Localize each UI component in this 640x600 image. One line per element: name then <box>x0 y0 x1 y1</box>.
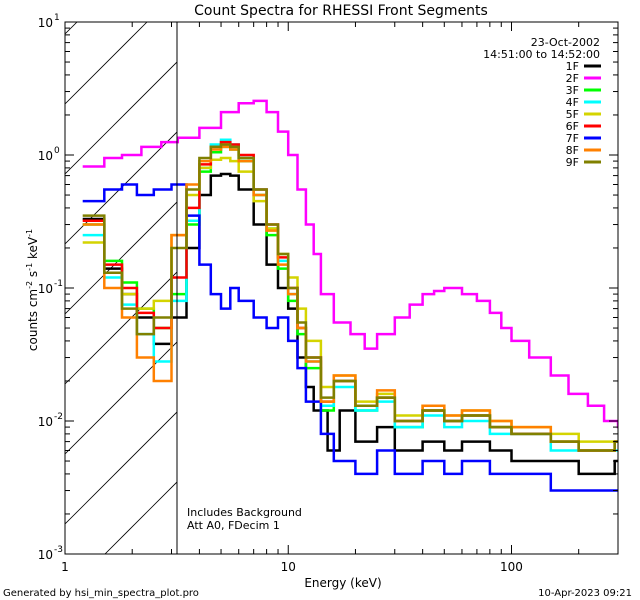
y-tick-label: 10 <box>38 415 53 429</box>
series-line-9F <box>82 143 618 452</box>
y-axis-label-part: counts cm <box>26 289 40 351</box>
y-axis-label-sup: -1 <box>25 229 34 237</box>
background-annotation: Includes Background <box>187 506 302 519</box>
y-tick-exponent: -1 <box>54 279 63 289</box>
x-tick-label: 1 <box>61 560 69 574</box>
hatch-line <box>65 341 177 455</box>
chart-title: Count Spectra for RHESSI Front Segments <box>194 3 488 19</box>
series-line-8F <box>82 145 618 452</box>
series-line-5F <box>82 156 618 443</box>
x-tick-label: 100 <box>500 560 523 574</box>
time-range-label: 14:51:00 to 14:52:00 <box>483 48 600 61</box>
hatch-line <box>65 271 177 385</box>
y-tick-label: 10 <box>38 149 53 163</box>
y-axis-label-part: s <box>26 271 40 281</box>
legend-label: 1F <box>566 60 579 73</box>
y-tick-label: 10 <box>38 548 53 562</box>
x-tick-label: 10 <box>281 560 296 574</box>
y-axis-label-sup: -2 <box>25 281 34 289</box>
hatch-line <box>65 201 177 315</box>
hatched-background-region <box>65 22 177 554</box>
hatch-line <box>65 411 177 525</box>
y-axis-label-part: keV <box>26 236 40 263</box>
legend-label: 7F <box>566 132 579 145</box>
hatch-line <box>65 22 148 105</box>
legend-label: 6F <box>566 120 579 133</box>
x-axis-label: Energy (keV) <box>304 576 381 590</box>
attenuator-annotation: Att A0, FDecim 1 <box>187 519 280 532</box>
footer-timestamp: 10-Apr-2023 09:21 <box>538 588 632 599</box>
y-tick-exponent: -2 <box>54 412 63 422</box>
legend-label: 3F <box>566 84 579 97</box>
y-tick-exponent: 0 <box>54 146 60 156</box>
legend-label: 5F <box>566 108 579 121</box>
date-label: 23-Oct-2002 <box>531 36 600 49</box>
series-line-3F <box>82 145 618 452</box>
y-tick-label: 10 <box>38 282 53 296</box>
y-axis-label-sup: -1 <box>25 263 34 271</box>
y-axis-label: counts cm-2 s-1 keV-1 <box>25 229 40 351</box>
hatch-line <box>65 61 177 175</box>
y-tick-exponent: 1 <box>54 13 60 23</box>
series-lines <box>82 99 618 492</box>
legend-label: 9F <box>566 156 579 169</box>
series-line-2F <box>82 99 618 429</box>
y-tick-label: 10 <box>38 16 53 30</box>
legend-label: 4F <box>566 96 579 109</box>
footer-generated-by: Generated by hsi_min_spectra_plot.pro <box>3 588 199 599</box>
series-line-7F <box>82 183 618 492</box>
legend-label: 8F <box>566 144 579 157</box>
series-line-4F <box>82 138 618 452</box>
y-tick-exponent: -3 <box>54 545 63 555</box>
hatch-line <box>104 481 177 554</box>
legend-label: 2F <box>566 72 579 85</box>
